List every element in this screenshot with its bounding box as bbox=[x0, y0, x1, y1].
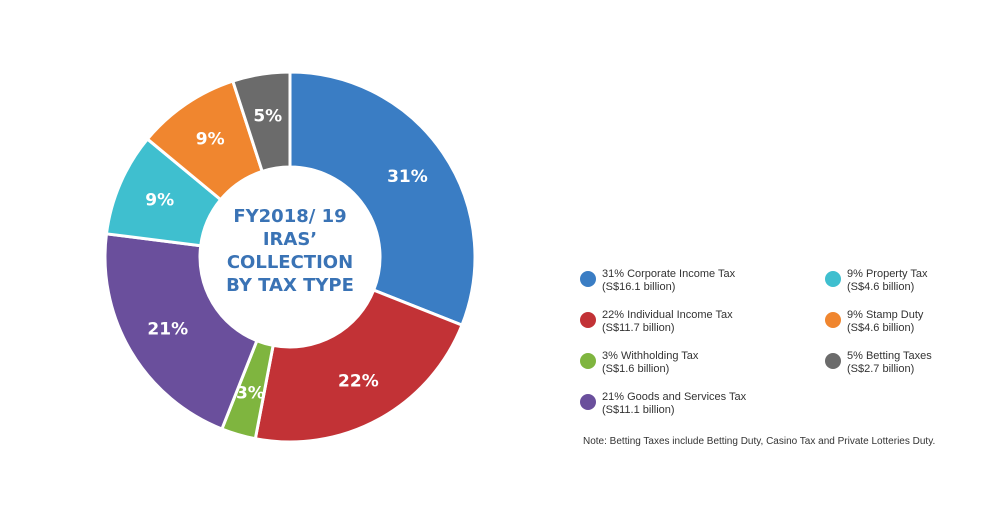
legend-text: 22% Individual Income Tax (S$11.7 billion… bbox=[602, 309, 733, 335]
legend-item: 5% Betting Taxes (S$2.7 billion) bbox=[825, 350, 932, 376]
legend-swatch bbox=[825, 353, 841, 369]
slice-label: 9% bbox=[145, 191, 174, 211]
legend-text: 21% Goods and Services Tax (S$11.1 billio… bbox=[602, 391, 746, 417]
legend-text: 3% Withholding Tax (S$1.6 billion) bbox=[602, 350, 698, 376]
slice-label: 5% bbox=[253, 107, 282, 127]
legend-swatch bbox=[580, 394, 596, 410]
legend-text: 9% Property Tax (S$4.6 billion) bbox=[847, 268, 928, 294]
legend-text: 5% Betting Taxes (S$2.7 billion) bbox=[847, 350, 932, 376]
legend-item: 9% Stamp Duty (S$4.6 billion) bbox=[825, 309, 923, 335]
legend-amount: (S$4.6 billion) bbox=[847, 322, 915, 334]
pie-slice bbox=[253, 288, 464, 444]
legend-amount: (S$16.1 billion) bbox=[602, 281, 676, 293]
legend-text: 31% Corporate Income Tax (S$16.1 billion) bbox=[602, 268, 735, 294]
legend-label: 9% Stamp Duty bbox=[847, 309, 924, 321]
legend-label: 5% Betting Taxes bbox=[847, 350, 932, 362]
legend-swatch bbox=[825, 312, 841, 328]
chart-note: Note: Betting Taxes include Betting Duty… bbox=[583, 436, 936, 447]
legend-item: 9% Property Tax (S$4.6 billion) bbox=[825, 268, 928, 294]
legend-amount: (S$2.7 billion) bbox=[847, 363, 915, 375]
legend-label: 3% Withholding Tax bbox=[602, 350, 699, 362]
legend-amount: (S$4.6 billion) bbox=[847, 281, 915, 293]
legend-label: 21% Goods and Services Tax bbox=[602, 391, 747, 403]
legend-swatch bbox=[580, 312, 596, 328]
legend-swatch bbox=[825, 271, 841, 287]
legend-amount: (S$11.1 billion) bbox=[602, 404, 675, 416]
pie-slice bbox=[230, 70, 292, 174]
legend-item: 31% Corporate Income Tax (S$16.1 billion) bbox=[580, 268, 735, 294]
slice-label: 21% bbox=[147, 319, 188, 339]
slice-label: 31% bbox=[387, 167, 428, 187]
legend-item: 22% Individual Income Tax (S$11.7 billion… bbox=[580, 309, 733, 335]
legend-swatch bbox=[580, 271, 596, 287]
chart-title-line: FY2018/ 19 bbox=[233, 206, 347, 227]
slice-label: 22% bbox=[338, 371, 379, 391]
legend-item: 21% Goods and Services Tax (S$11.1 billio… bbox=[580, 391, 746, 417]
pie-slice bbox=[103, 232, 259, 431]
legend-amount: (S$11.7 billion) bbox=[602, 322, 675, 334]
legend-label: 22% Individual Income Tax bbox=[602, 309, 733, 321]
chart-title-line: COLLECTION bbox=[226, 252, 354, 273]
slice-label: 9% bbox=[196, 130, 225, 150]
pie-slice bbox=[288, 70, 477, 328]
legend-item: 3% Withholding Tax (S$1.6 billion) bbox=[580, 350, 698, 376]
legend-label: 9% Property Tax bbox=[847, 268, 928, 280]
legend-label: 31% Corporate Income Tax bbox=[602, 268, 736, 280]
chart-title-line: BY TAX TYPE bbox=[226, 275, 354, 296]
chart-title-line: IRAS’ bbox=[262, 229, 318, 250]
chart-center-title: FY2018/ 19 IRAS’ COLLECTION BY TAX TYPE bbox=[200, 205, 380, 297]
slice-label: 3% bbox=[236, 383, 265, 403]
legend-swatch bbox=[580, 353, 596, 369]
legend-amount: (S$1.6 billion) bbox=[602, 363, 670, 375]
legend-text: 9% Stamp Duty (S$4.6 billion) bbox=[847, 309, 923, 335]
